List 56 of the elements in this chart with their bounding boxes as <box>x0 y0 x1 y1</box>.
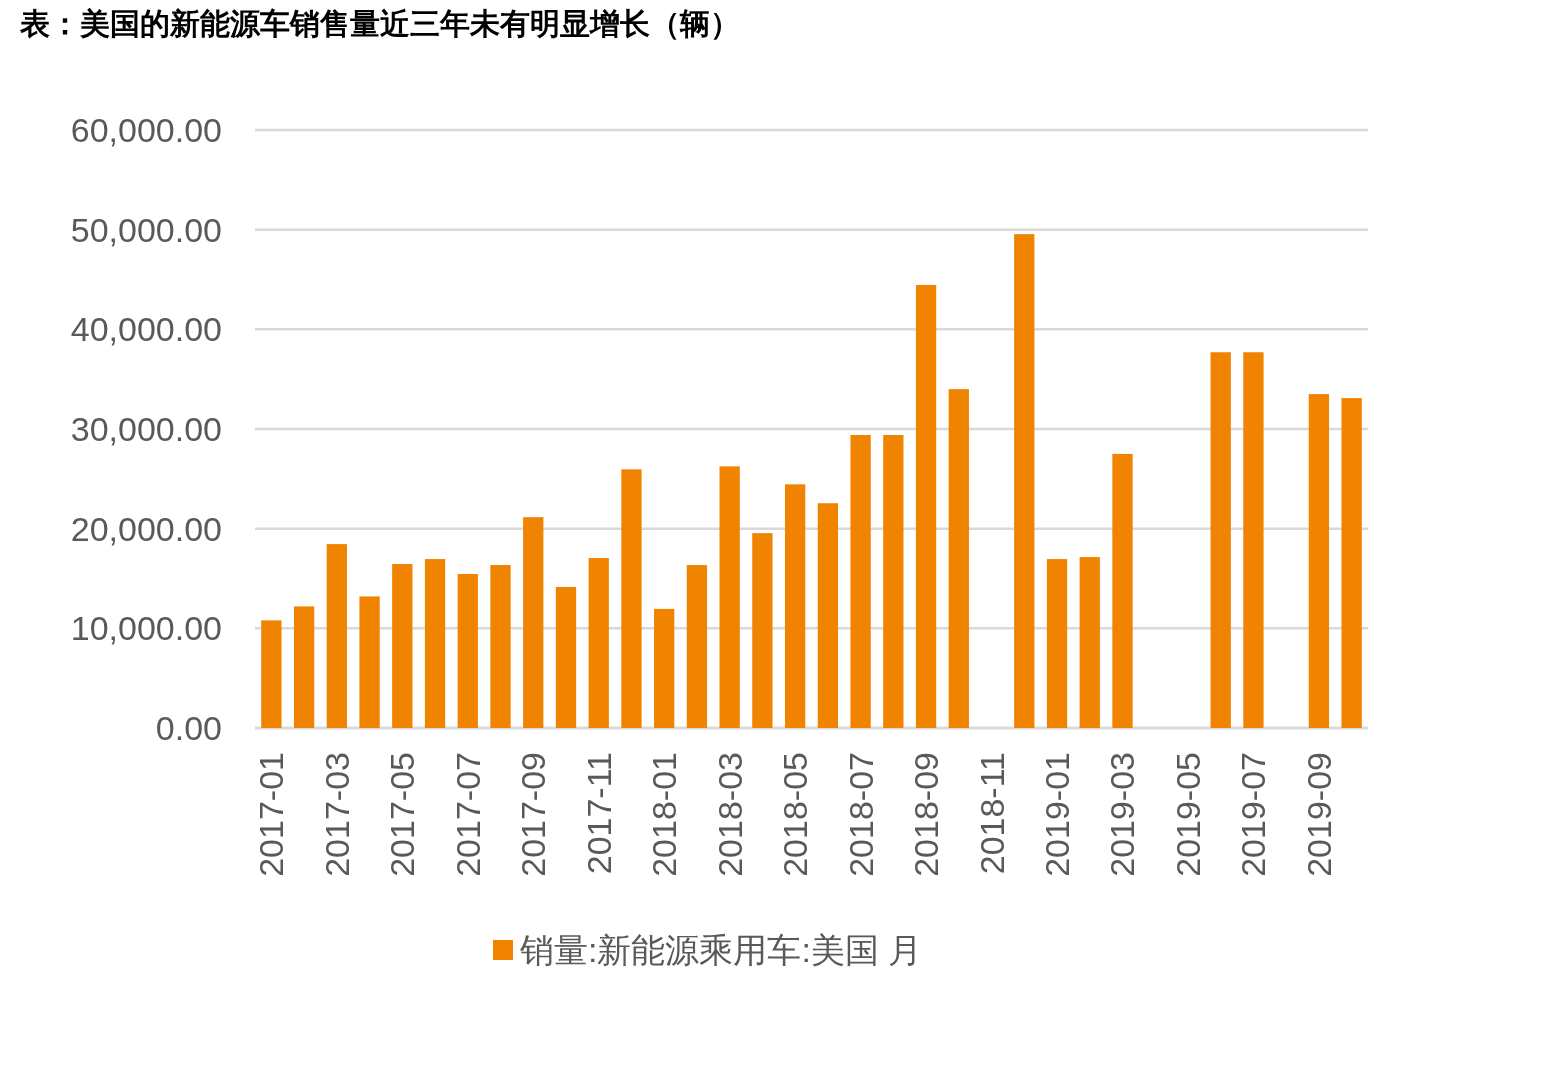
legend-label: 销量:新能源乘用车:美国 月 <box>519 931 923 969</box>
x-tick-label: 2018-07 <box>841 752 880 877</box>
x-tick-label: 2017-09 <box>514 752 553 877</box>
bar <box>621 469 642 728</box>
bar <box>424 559 446 728</box>
bar <box>326 544 347 728</box>
bar <box>1046 559 1068 728</box>
x-tick-label: 2019-01 <box>1038 752 1077 877</box>
bar <box>523 517 544 728</box>
bar <box>1112 453 1133 728</box>
bar <box>457 574 478 728</box>
bar <box>1308 394 1330 728</box>
y-tick-label: 50,000.00 <box>70 210 222 249</box>
x-tick-label: 2017-07 <box>448 752 487 877</box>
x-tick-label: 2018-05 <box>776 752 815 877</box>
x-tick-label: 2018-11 <box>972 752 1011 875</box>
bar <box>686 565 708 728</box>
bar <box>261 620 282 728</box>
chart-title: 表：美国的新能源车销售量近三年未有明显增长（辆） <box>19 7 740 40</box>
bar <box>784 484 806 728</box>
bar <box>654 608 675 728</box>
x-tick-label: 2017-03 <box>317 752 356 877</box>
bar <box>392 564 413 728</box>
x-tick-label: 2018-09 <box>907 752 946 877</box>
bar <box>1243 352 1264 728</box>
bar <box>1341 398 1362 728</box>
bar <box>817 503 839 728</box>
bar <box>752 533 773 728</box>
bar <box>948 389 969 728</box>
y-tick-label: 40,000.00 <box>70 310 222 349</box>
x-tick-label: 2017-01 <box>252 752 291 877</box>
y-tick-label: 10,000.00 <box>70 609 222 648</box>
y-tick-label: 0.00 <box>155 709 222 747</box>
y-tick-label: 20,000.00 <box>70 509 222 548</box>
bar <box>293 606 315 728</box>
bar <box>719 466 740 728</box>
x-tick-label: 2017-05 <box>383 752 422 877</box>
x-tick-label: 2018-01 <box>645 752 684 877</box>
x-tick-label: 2019-05 <box>1168 752 1207 877</box>
x-tick-label: 2019-03 <box>1103 752 1142 877</box>
x-tick-label: 2017-11 <box>579 752 618 875</box>
bar <box>850 434 871 728</box>
bar <box>1014 234 1035 728</box>
bar <box>555 586 577 728</box>
y-tick-label: 60,000.00 <box>70 111 222 149</box>
bar <box>1210 352 1231 728</box>
bar <box>490 565 511 728</box>
y-tick-label: 30,000.00 <box>70 410 222 448</box>
x-tick-label: 2019-07 <box>1234 752 1273 877</box>
bar <box>359 596 380 728</box>
bar <box>915 284 937 728</box>
x-tick-label: 2018-03 <box>710 752 749 877</box>
bar <box>588 558 609 728</box>
bar <box>883 434 904 728</box>
bar <box>1079 557 1100 728</box>
x-tick-label: 2019-09 <box>1299 752 1338 877</box>
